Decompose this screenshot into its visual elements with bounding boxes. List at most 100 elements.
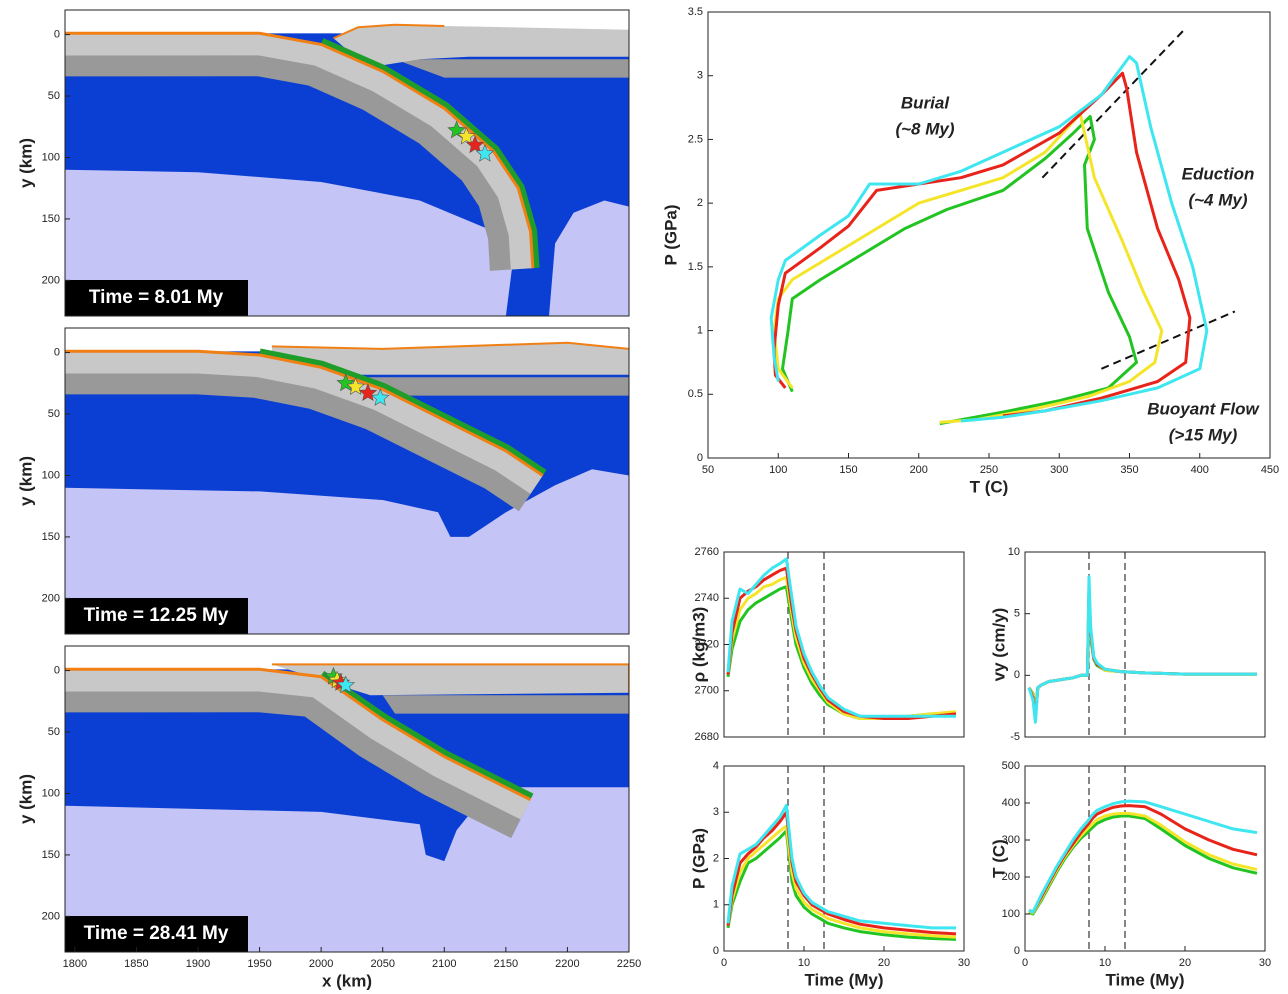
y-axis-label: P (GPa) <box>689 828 708 889</box>
y-tick-label: 3.5 <box>688 6 703 18</box>
series-line <box>726 824 957 939</box>
y-tick-label: 0.5 <box>688 388 703 400</box>
orange-sediment <box>65 349 544 477</box>
cross-section <box>65 328 629 634</box>
y-tick-label: 2680 <box>695 731 719 743</box>
overriding-upper-crust <box>271 342 629 375</box>
y-tick-label: -5 <box>1010 731 1020 743</box>
series-line <box>726 585 956 720</box>
slab-lower-crust <box>65 351 543 512</box>
time-label: Time = 12.25 My <box>84 605 229 626</box>
series-line <box>726 829 957 941</box>
y-tick-label: 2.5 <box>688 133 703 145</box>
y-tick-label: 300 <box>1002 834 1020 846</box>
y-tick-label: 4 <box>713 760 719 772</box>
x-tick-label: 2050 <box>370 958 394 970</box>
time-box <box>65 280 248 316</box>
y-tick-label: 150 <box>42 849 60 861</box>
x-tick-label: 200 <box>910 464 928 476</box>
x-tick-label: 2100 <box>432 958 456 970</box>
x-tick-label: 400 <box>1191 464 1209 476</box>
overriding-sediment <box>333 23 445 40</box>
series-line <box>726 566 957 720</box>
annotation: Buoyant Flow <box>1147 399 1260 418</box>
series-line <box>781 115 1138 426</box>
y-tick-label: 0 <box>54 28 60 40</box>
x-tick-label: 30 <box>958 957 970 969</box>
series-line <box>726 803 956 930</box>
slab-upper-crust <box>65 669 531 820</box>
series-line <box>1027 593 1257 717</box>
panel: 0 1 2 3 4 0 10 20 30 Time (My) P (GPa) <box>689 760 970 990</box>
y-axis-label: y (km) <box>16 774 35 824</box>
y-tick-label: 400 <box>1002 797 1020 809</box>
y-tick-label: 2720 <box>695 638 719 650</box>
panel: 0 100 200 300 400 500 0 10 20 30 Time (My) T (C) <box>989 760 1271 990</box>
y-tick-label: 50 <box>48 90 60 102</box>
green-sediment <box>259 348 547 475</box>
axes-frame <box>1024 765 1266 952</box>
marker-star <box>475 144 495 162</box>
marker-star <box>336 675 356 694</box>
overriding-upper-crust <box>333 24 629 66</box>
series-line <box>726 810 957 936</box>
x-tick-label: 20 <box>878 957 890 969</box>
y-tick-label: 100 <box>1002 908 1020 920</box>
y-tick-label: 2 <box>713 852 719 864</box>
y-tick-label: 200 <box>1002 871 1020 883</box>
green-sediment <box>320 38 540 269</box>
panel: -5 0 5 10 vy (cm/y) <box>989 546 1266 743</box>
y-tick-label: 150 <box>42 213 60 225</box>
series-line <box>772 71 1192 418</box>
y-axis-label: y (km) <box>16 138 35 188</box>
overriding-sediment <box>271 663 629 693</box>
x-tick-label: 450 <box>1261 464 1279 476</box>
x-tick-label: 2250 <box>617 958 641 970</box>
y-tick-label: 100 <box>42 787 60 799</box>
y-tick-label: 500 <box>1002 760 1020 772</box>
annotation: (~8 My) <box>895 119 954 138</box>
x-tick-label: 20 <box>1179 957 1191 969</box>
y-tick-label: 200 <box>42 274 60 286</box>
marker-star <box>358 383 378 402</box>
series-line <box>1027 599 1257 714</box>
lithospheric-mantle <box>65 10 629 316</box>
x-tick-label: 300 <box>1050 464 1068 476</box>
series-line <box>1027 587 1257 720</box>
x-tick-label: 2150 <box>494 958 518 970</box>
y-tick-label: 100 <box>42 469 60 481</box>
x-tick-label: 10 <box>798 957 810 969</box>
time-label: Time = 8.01 My <box>89 287 224 308</box>
overriding-upper-crust <box>271 664 629 696</box>
y-tick-label: 0 <box>713 945 719 957</box>
y-tick-label: 5 <box>1014 608 1020 620</box>
series-line <box>769 55 1209 423</box>
panel: Time = 28.41 My 0 50 100 150 200 1800 1850 1900 1… <box>16 645 641 990</box>
slab-lower-crust <box>65 669 531 839</box>
guide-line <box>1101 310 1236 370</box>
guide-line <box>1041 30 1184 179</box>
axes-frame <box>64 327 630 635</box>
x-axis-label: Time (My) <box>804 970 883 989</box>
y-axis-label: T (C) <box>989 839 1008 878</box>
y-tick-label: 10 <box>1008 546 1020 558</box>
x-tick-label: 1850 <box>124 958 148 970</box>
y-tick-label: 200 <box>42 910 60 922</box>
panel: 2680 2700 2720 2740 2760 ρ (kg/m3) <box>689 546 965 743</box>
series-line <box>726 557 956 718</box>
panel: Burial (~8 My) Eduction (~4 My) Buoyant Flow… <box>661 6 1279 497</box>
marker-star <box>457 126 476 145</box>
y-axis-label: y (km) <box>16 456 35 506</box>
y-tick-label: 1 <box>713 899 719 911</box>
axes-frame <box>64 645 630 953</box>
y-tick-label: 100 <box>42 151 60 163</box>
x-tick-label: 1900 <box>186 958 210 970</box>
marker-star <box>370 388 390 406</box>
x-tick-label: 1950 <box>247 958 271 970</box>
y-tick-label: 2740 <box>695 592 719 604</box>
annotation: Burial <box>901 93 950 112</box>
cross-section <box>65 646 629 952</box>
y-tick-label: 0 <box>697 452 703 464</box>
y-tick-label: 0 <box>54 664 60 676</box>
series-line <box>1028 814 1258 916</box>
